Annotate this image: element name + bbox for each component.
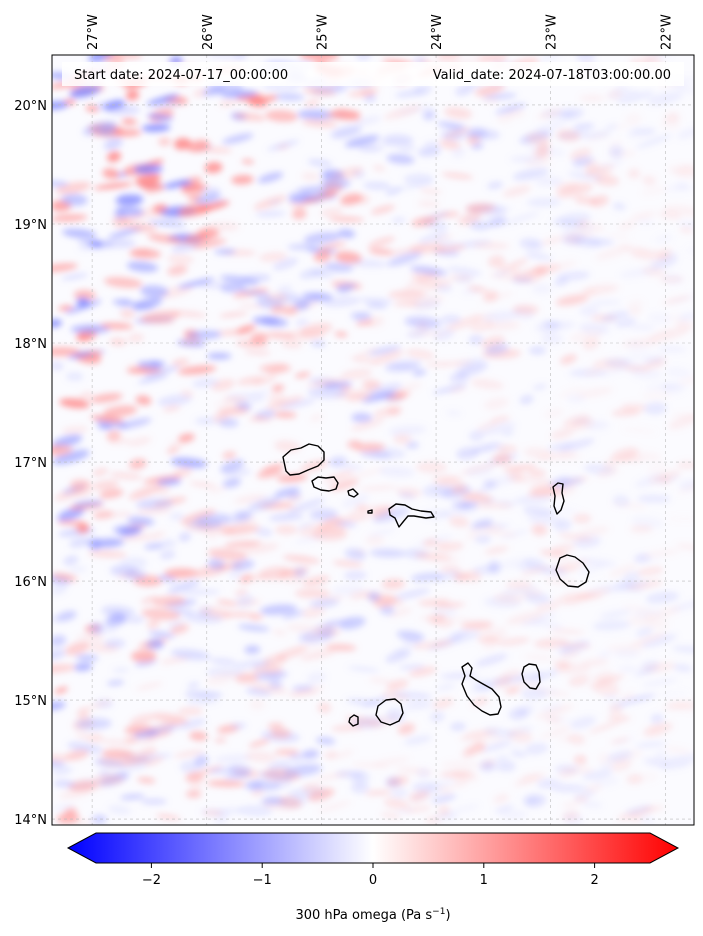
island-santiago — [461, 662, 502, 716]
colorbar-label-close: ) — [445, 908, 450, 923]
island-sal — [552, 482, 565, 515]
colorbar-tick-label: 2 — [590, 873, 598, 888]
latitude-axis: 20°N 19°N 18°N 17°N 16°N 15°N 14°N — [14, 99, 47, 828]
island-fogo — [375, 698, 404, 726]
lon-tick-label: 25°W — [315, 14, 330, 50]
lon-tick-label: 26°W — [201, 14, 216, 50]
valid-date-text: Valid_date: 2024-07-18T03:00:00.00 — [433, 68, 671, 83]
island-santa-luzia — [347, 488, 359, 498]
omega-field-map — [51, 54, 695, 826]
island-santo-antao — [282, 443, 325, 476]
date-annotation: Start date: 2024-07-17_00:00:00 Valid_da… — [62, 62, 684, 86]
lon-tick-label: 23°W — [545, 14, 560, 50]
colorbar-tick-label: 1 — [480, 873, 488, 888]
colorbar-bar — [66, 832, 680, 864]
island-sao-nicolau — [388, 503, 435, 528]
lon-tick-label: 22°W — [659, 14, 674, 50]
colorbar-tick-label: 0 — [369, 873, 377, 888]
island-boa-vista — [555, 554, 590, 588]
colorbar-label: 300 hPa omega (Pa s−1) — [295, 907, 450, 923]
colorbar-ticks: −2 −1 0 1 2 — [142, 863, 599, 888]
lat-tick-label: 17°N — [14, 456, 47, 471]
colorbar: −2 −1 0 1 2 300 hPa omega (Pa s−1) — [66, 832, 680, 923]
island-brava — [348, 714, 359, 727]
lat-tick-label: 18°N — [14, 337, 47, 352]
lon-tick-label: 27°W — [86, 14, 101, 50]
longitude-axis: 27°W 26°W 25°W 24°W 23°W 22°W — [86, 14, 674, 50]
lat-tick-label: 20°N — [14, 99, 47, 114]
island-sao-vicente — [311, 476, 339, 492]
colorbar-label-exponent: −1 — [432, 907, 445, 917]
colorbar-tick-label: −2 — [142, 873, 161, 888]
lat-tick-label: 15°N — [14, 694, 47, 709]
map-frame — [51, 54, 695, 826]
lat-tick-label: 16°N — [14, 575, 47, 590]
colorbar-tick-label: −1 — [253, 873, 272, 888]
date-annotation-box — [62, 62, 684, 86]
colorbar-label-text: 300 hPa omega (Pa s — [295, 908, 432, 923]
island-maio — [521, 663, 541, 690]
lat-tick-label: 19°N — [14, 218, 47, 233]
cape-verde-islands — [282, 443, 590, 727]
lat-tick-label: 14°N — [14, 813, 47, 828]
lon-tick-label: 24°W — [430, 14, 445, 50]
start-date-text: Start date: 2024-07-17_00:00:00 — [74, 68, 288, 83]
island-raso — [367, 509, 373, 514]
